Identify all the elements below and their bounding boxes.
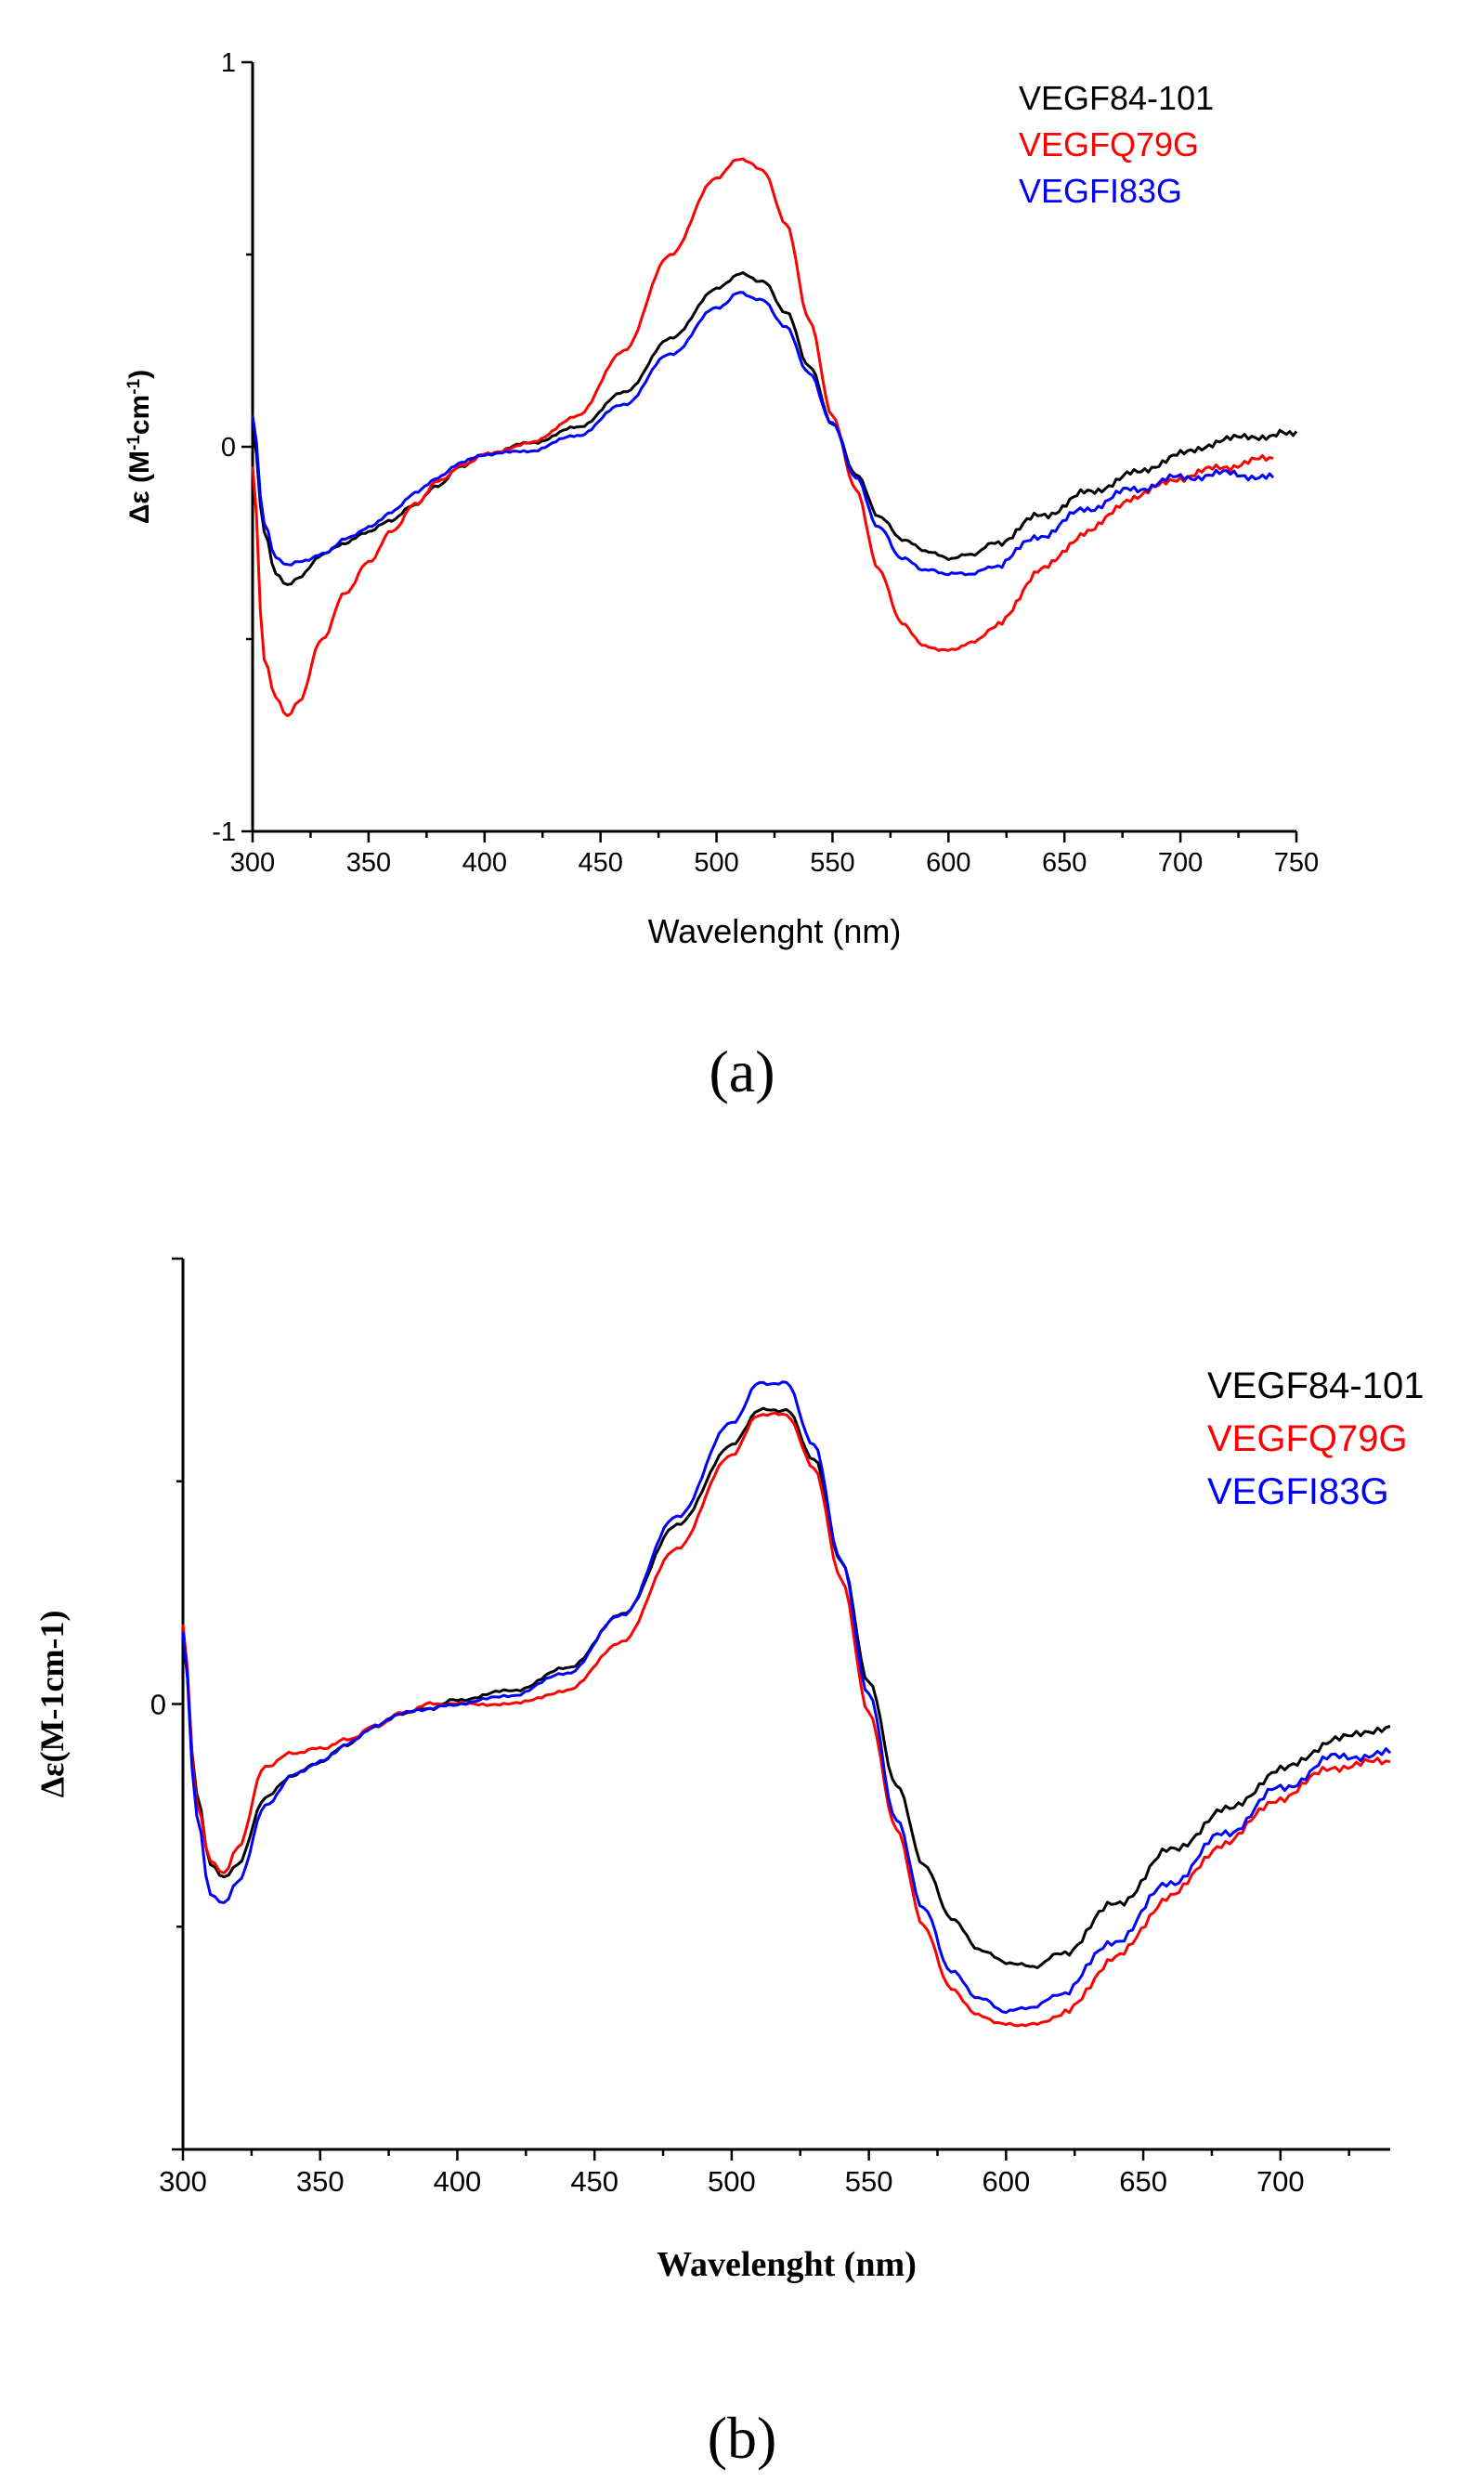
chart-a-y-tick-label: -1 (212, 817, 236, 847)
chart-a-x-axis-label: Wavelenght (nm) (648, 912, 902, 950)
chart-a-legend-entry: VEGF84-101 (1019, 79, 1214, 117)
chart-b-x-tick-label: 400 (434, 2165, 482, 2198)
chart-b-x-tick-label: 350 (296, 2165, 345, 2198)
chart-b-panel-label: (b) (708, 2405, 777, 2471)
chart-b-x-tick-label: 300 (159, 2165, 207, 2198)
chart-a-x-tick-label: 400 (462, 848, 507, 878)
chart-b-x-tick-label: 700 (1256, 2165, 1305, 2198)
chart-a-x-tick-label: 550 (810, 848, 854, 878)
chart-b-x-tick-label: 450 (570, 2165, 618, 2198)
chart-b-x-tick-label: 550 (845, 2165, 893, 2198)
chart-a-x-tick-label: 600 (926, 848, 970, 878)
chart-b-legend-entry: VEGF84-101 (1207, 1365, 1424, 1406)
chart-a: 300 350 400 450 500 550 600 650 700 750 1 0 -1 Wavel… (124, 48, 1319, 1104)
chart-b-series-vegfi83g (181, 1380, 1392, 2015)
chart-b-y-tick-label: 0 (150, 1688, 166, 1720)
chart-b-x-axis-label: Wavelenght (nm) (657, 2245, 917, 2284)
chart-b-x-tick-label: 650 (1119, 2165, 1167, 2198)
chart-a-legend-entry: VEGFQ79G (1019, 125, 1199, 163)
chart-b-x-tick-label: 600 (982, 2165, 1030, 2198)
chart-a-x-tick-label: 350 (346, 848, 391, 878)
chart-b-x-tick-label: 500 (708, 2165, 756, 2198)
chart-b-y-axis-label: Δε(M-1cm-1) (33, 1611, 71, 1798)
chart-b-axes: 300 350 400 450 500 550 600 650 700 0 (150, 1257, 1390, 2198)
chart-a-axes: 300 350 400 450 500 550 600 650 700 750 1 0 -1 (212, 48, 1319, 878)
chart-a-y-tick-label: 0 (221, 433, 236, 463)
chart-a-series-vegfi83g (251, 291, 1275, 577)
chart-a-legend-entry: VEGFI83G (1019, 172, 1182, 210)
chart-a-y-axis-label: Δε (M-1cm-1) (124, 370, 155, 524)
chart-b: 300 350 400 450 500 550 600 650 700 0 Wavelenght … (33, 1257, 1424, 2471)
chart-a-panel-label: (a) (709, 1038, 775, 1104)
chart-a-y-tick-label: 1 (221, 48, 236, 78)
chart-a-series-vegfq79g (251, 157, 1274, 718)
chart-a-x-tick-label: 700 (1158, 848, 1203, 878)
chart-a-x-tick-label: 300 (230, 848, 275, 878)
chart-b-series (181, 1380, 1392, 2028)
chart-a-x-tick-label: 750 (1274, 848, 1319, 878)
chart-a-series (251, 157, 1298, 718)
chart-b-legend: VEGF84-101 VEGFQ79G VEGFI83G (1207, 1365, 1424, 1512)
chart-a-x-tick-label: 500 (694, 848, 738, 878)
chart-a-x-tick-label: 650 (1042, 848, 1087, 878)
chart-b-legend-entry: VEGFI83G (1207, 1471, 1389, 1512)
chart-b-legend-entry: VEGFQ79G (1207, 1418, 1408, 1459)
chart-a-x-tick-label: 450 (578, 848, 622, 878)
chart-a-series-vegf84-101 (251, 271, 1298, 586)
chart-a-legend: VEGF84-101 VEGFQ79G VEGFI83G (1019, 79, 1214, 210)
